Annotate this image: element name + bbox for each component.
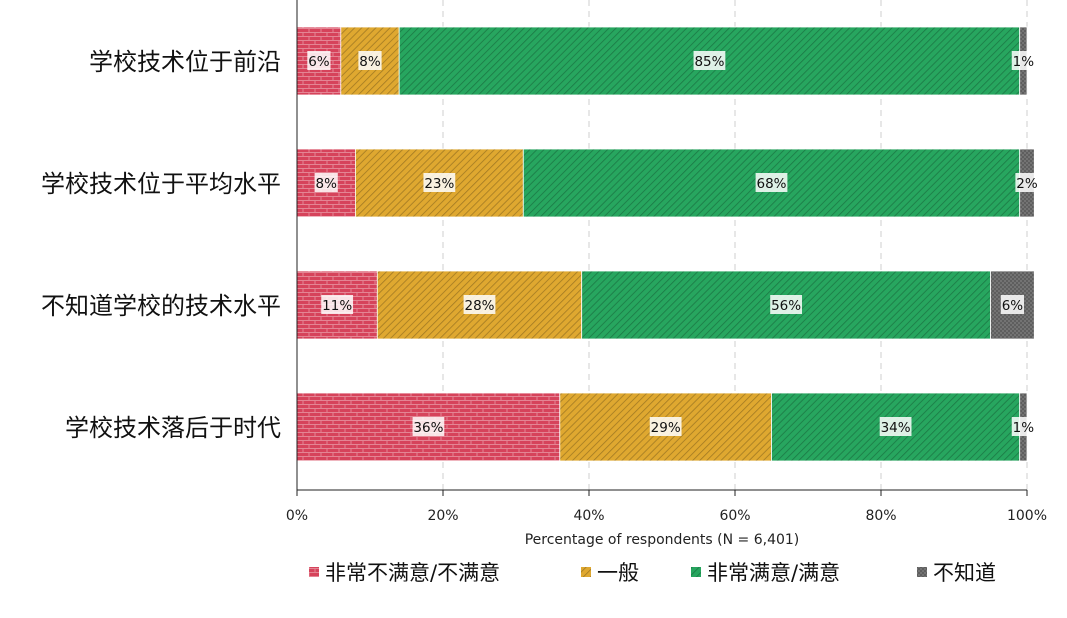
data-label-background [321,295,354,314]
data-label: 8% [359,54,381,70]
data-label: 2% [1016,176,1038,192]
data-label: 6% [1002,298,1024,314]
data-label-background [1015,173,1039,192]
data-label: 56% [771,298,801,314]
legend-item: 不知道 [917,561,996,585]
x-tick-label: 20% [427,508,458,524]
legend-swatch [917,567,927,577]
x-tick-label: 60% [719,508,750,524]
x-axis: 0% 20% 40% 60% 80% 100% [286,0,1047,524]
x-tick-label: 40% [573,508,604,524]
legend-label: 一般 [597,561,639,585]
data-label: 68% [756,176,786,192]
legend-label: 不知道 [933,561,996,585]
x-axis-title: Percentage of respondents (N = 6,401) [525,532,800,548]
data-label-background [693,51,726,70]
data-label: 36% [413,420,443,436]
category-label: 学校技术位于平均水平 [41,170,281,198]
data-label-background [463,295,496,314]
legend-item: 非常不满意/不满意 [309,561,500,585]
data-label: 34% [881,420,911,436]
data-label-background [1000,295,1024,314]
legend-item: 一般 [581,561,639,585]
x-tick-label: 100% [1007,508,1047,524]
legend-item: 非常满意/满意 [691,561,840,585]
legend-swatch [581,567,591,577]
data-label-background [358,51,382,70]
data-label-background [879,417,912,436]
data-label: 8% [315,176,337,192]
data-label: 6% [308,54,330,70]
data-label: 1% [1013,420,1035,436]
x-tick-label: 0% [286,508,308,524]
category-label: 不知道学校的技术水平 [41,292,281,320]
legend-swatch [309,567,319,577]
data-labels: 6% 8% 85% 1% 8% 23% 68% 2% 11% 28% 56% 6% 36% 29% 34% 1… [307,51,1039,436]
legend-swatch [691,567,701,577]
x-tick-label: 80% [865,508,896,524]
data-label-background [423,173,456,192]
data-label-background [307,51,331,70]
legend: 非常不满意/不满意 一般 非常满意/满意 不知道 [309,561,996,585]
data-label-background [1011,417,1035,436]
category-label: 学校技术位于前沿 [89,48,281,76]
data-label: 1% [1013,54,1035,70]
data-label-background [649,417,682,436]
data-label: 28% [464,298,494,314]
legend-label: 非常满意/满意 [707,561,840,585]
data-label-background [770,295,802,314]
legend-label: 非常不满意/不满意 [325,561,500,585]
data-label-background [755,173,788,192]
data-label-background [412,417,445,436]
data-label: 85% [694,54,724,70]
bars [296,26,1035,462]
data-label: 29% [651,420,681,436]
category-label: 学校技术落后于时代 [65,414,281,442]
data-label: 11% [322,298,352,314]
data-label-background [314,173,338,192]
data-label-background [1011,51,1035,70]
data-label: 23% [424,176,454,192]
